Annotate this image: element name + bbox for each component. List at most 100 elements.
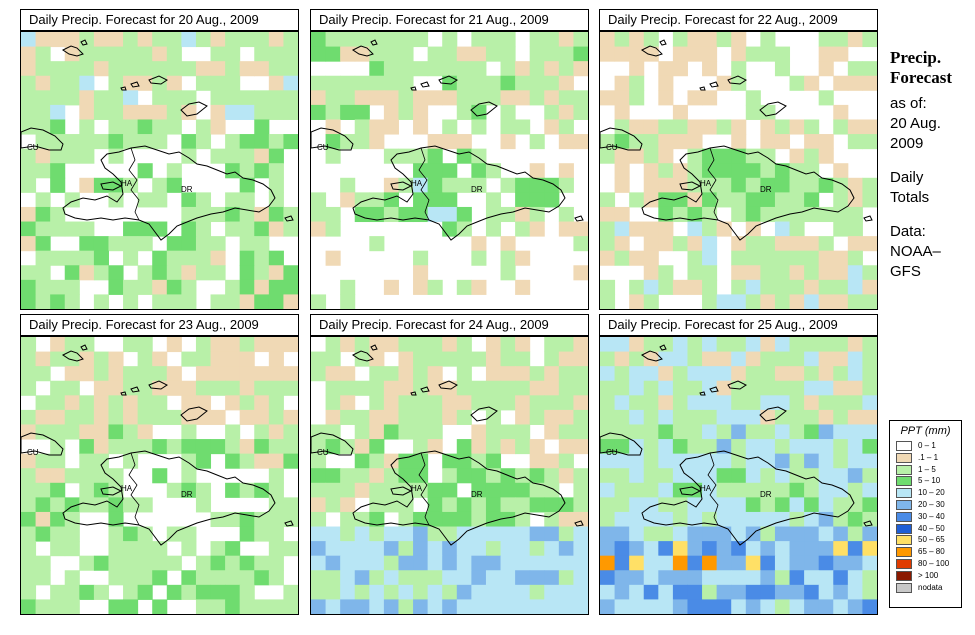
precip-cell xyxy=(818,395,834,411)
precip-cell xyxy=(64,541,80,557)
precip-cell xyxy=(614,250,630,266)
precip-cell xyxy=(210,511,226,528)
precip-cell xyxy=(181,584,197,600)
precip-cell xyxy=(152,192,168,208)
precip-cell xyxy=(716,570,732,586)
precip-cell xyxy=(108,409,124,425)
precip-cell xyxy=(93,265,109,281)
precip-cell xyxy=(64,61,80,77)
precip-cell xyxy=(774,453,791,469)
precip-cell xyxy=(658,482,674,498)
precip-cell xyxy=(818,570,834,586)
precip-cell xyxy=(152,75,168,91)
precip-cell xyxy=(427,424,443,440)
precip-cell xyxy=(600,221,616,237)
precip-cell xyxy=(239,221,255,237)
precip-cell xyxy=(760,104,776,120)
bahamas-island xyxy=(180,406,208,422)
precip-cell xyxy=(760,570,776,586)
precip-cell xyxy=(152,221,168,237)
precip-cell xyxy=(50,119,66,135)
precip-cell xyxy=(123,61,139,77)
precip-cell xyxy=(50,177,66,193)
precip-cell xyxy=(529,32,545,48)
precip-cell xyxy=(181,468,197,484)
precip-cell xyxy=(268,294,284,309)
precip-cell xyxy=(629,497,645,513)
precip-cell xyxy=(268,482,284,498)
precip-cell xyxy=(311,453,327,469)
precip-cell xyxy=(181,482,197,498)
precip-cell xyxy=(485,75,502,91)
precip-cell xyxy=(789,570,805,586)
precip-cell xyxy=(731,265,747,281)
precip-cell xyxy=(354,468,370,484)
precip-cell xyxy=(325,75,341,91)
precip-cell xyxy=(485,424,502,440)
precip-cell xyxy=(152,46,168,62)
precip-cell xyxy=(471,439,487,455)
precip-cell xyxy=(108,468,124,484)
precip-cell xyxy=(804,236,820,252)
precip-cell xyxy=(340,134,356,150)
precip-cell xyxy=(500,395,516,411)
precip-cell xyxy=(529,555,545,571)
precip-cell xyxy=(123,497,139,513)
precip-cell xyxy=(789,221,805,237)
precip-cell xyxy=(847,279,863,295)
precip-cell xyxy=(774,46,791,62)
legend-swatch xyxy=(896,570,912,581)
precip-cell xyxy=(643,46,659,62)
precip-cell xyxy=(862,119,877,135)
precip-cells xyxy=(311,337,588,614)
haiti-dr-border xyxy=(707,452,719,526)
precip-cell xyxy=(354,482,370,498)
totals-label-2: Totals xyxy=(890,189,930,206)
precip-cell xyxy=(137,119,153,135)
precip-cell xyxy=(731,395,747,411)
precip-cell xyxy=(268,395,284,411)
precip-cell xyxy=(195,599,212,614)
precip-cell xyxy=(21,104,37,120)
precip-cell xyxy=(500,599,516,614)
precip-cell xyxy=(413,351,429,367)
precip-cell xyxy=(369,468,385,484)
precip-cell xyxy=(123,32,139,48)
precip-cell xyxy=(152,32,168,48)
precip-cell xyxy=(268,148,284,164)
precip-cell xyxy=(195,337,212,353)
precip-cell xyxy=(108,192,124,208)
precip-cell xyxy=(515,192,531,208)
precip-cell xyxy=(544,584,560,600)
precip-cell xyxy=(760,526,776,542)
precip-cell xyxy=(804,75,820,91)
precip-cell xyxy=(123,250,139,266)
precip-cell xyxy=(515,221,531,237)
precip-cell xyxy=(544,599,560,614)
haiti-dr-border xyxy=(128,147,140,221)
label-dr: DR xyxy=(760,490,772,499)
precip-cell xyxy=(833,555,849,571)
precip-cell xyxy=(137,236,153,252)
precip-cell xyxy=(268,177,284,193)
precip-cell xyxy=(456,279,472,295)
precip-cell xyxy=(702,90,718,106)
precip-cell xyxy=(268,511,284,528)
legend-swatch xyxy=(896,523,912,534)
precip-cell xyxy=(325,366,341,382)
precip-cell xyxy=(427,439,443,455)
precip-cell xyxy=(804,395,820,411)
precip-cell xyxy=(254,380,270,396)
precip-cell xyxy=(672,453,688,469)
precip-cell xyxy=(774,570,791,586)
precip-cell xyxy=(210,555,226,571)
precip-cell xyxy=(354,104,370,120)
precip-cell xyxy=(544,541,560,557)
precip-cell xyxy=(760,395,776,411)
precip-cell xyxy=(702,148,718,164)
precip-cell xyxy=(413,250,429,266)
bahamas-island xyxy=(727,75,747,85)
precip-cell xyxy=(658,265,674,281)
precip-cell xyxy=(643,570,659,586)
precip-cell xyxy=(789,294,805,309)
